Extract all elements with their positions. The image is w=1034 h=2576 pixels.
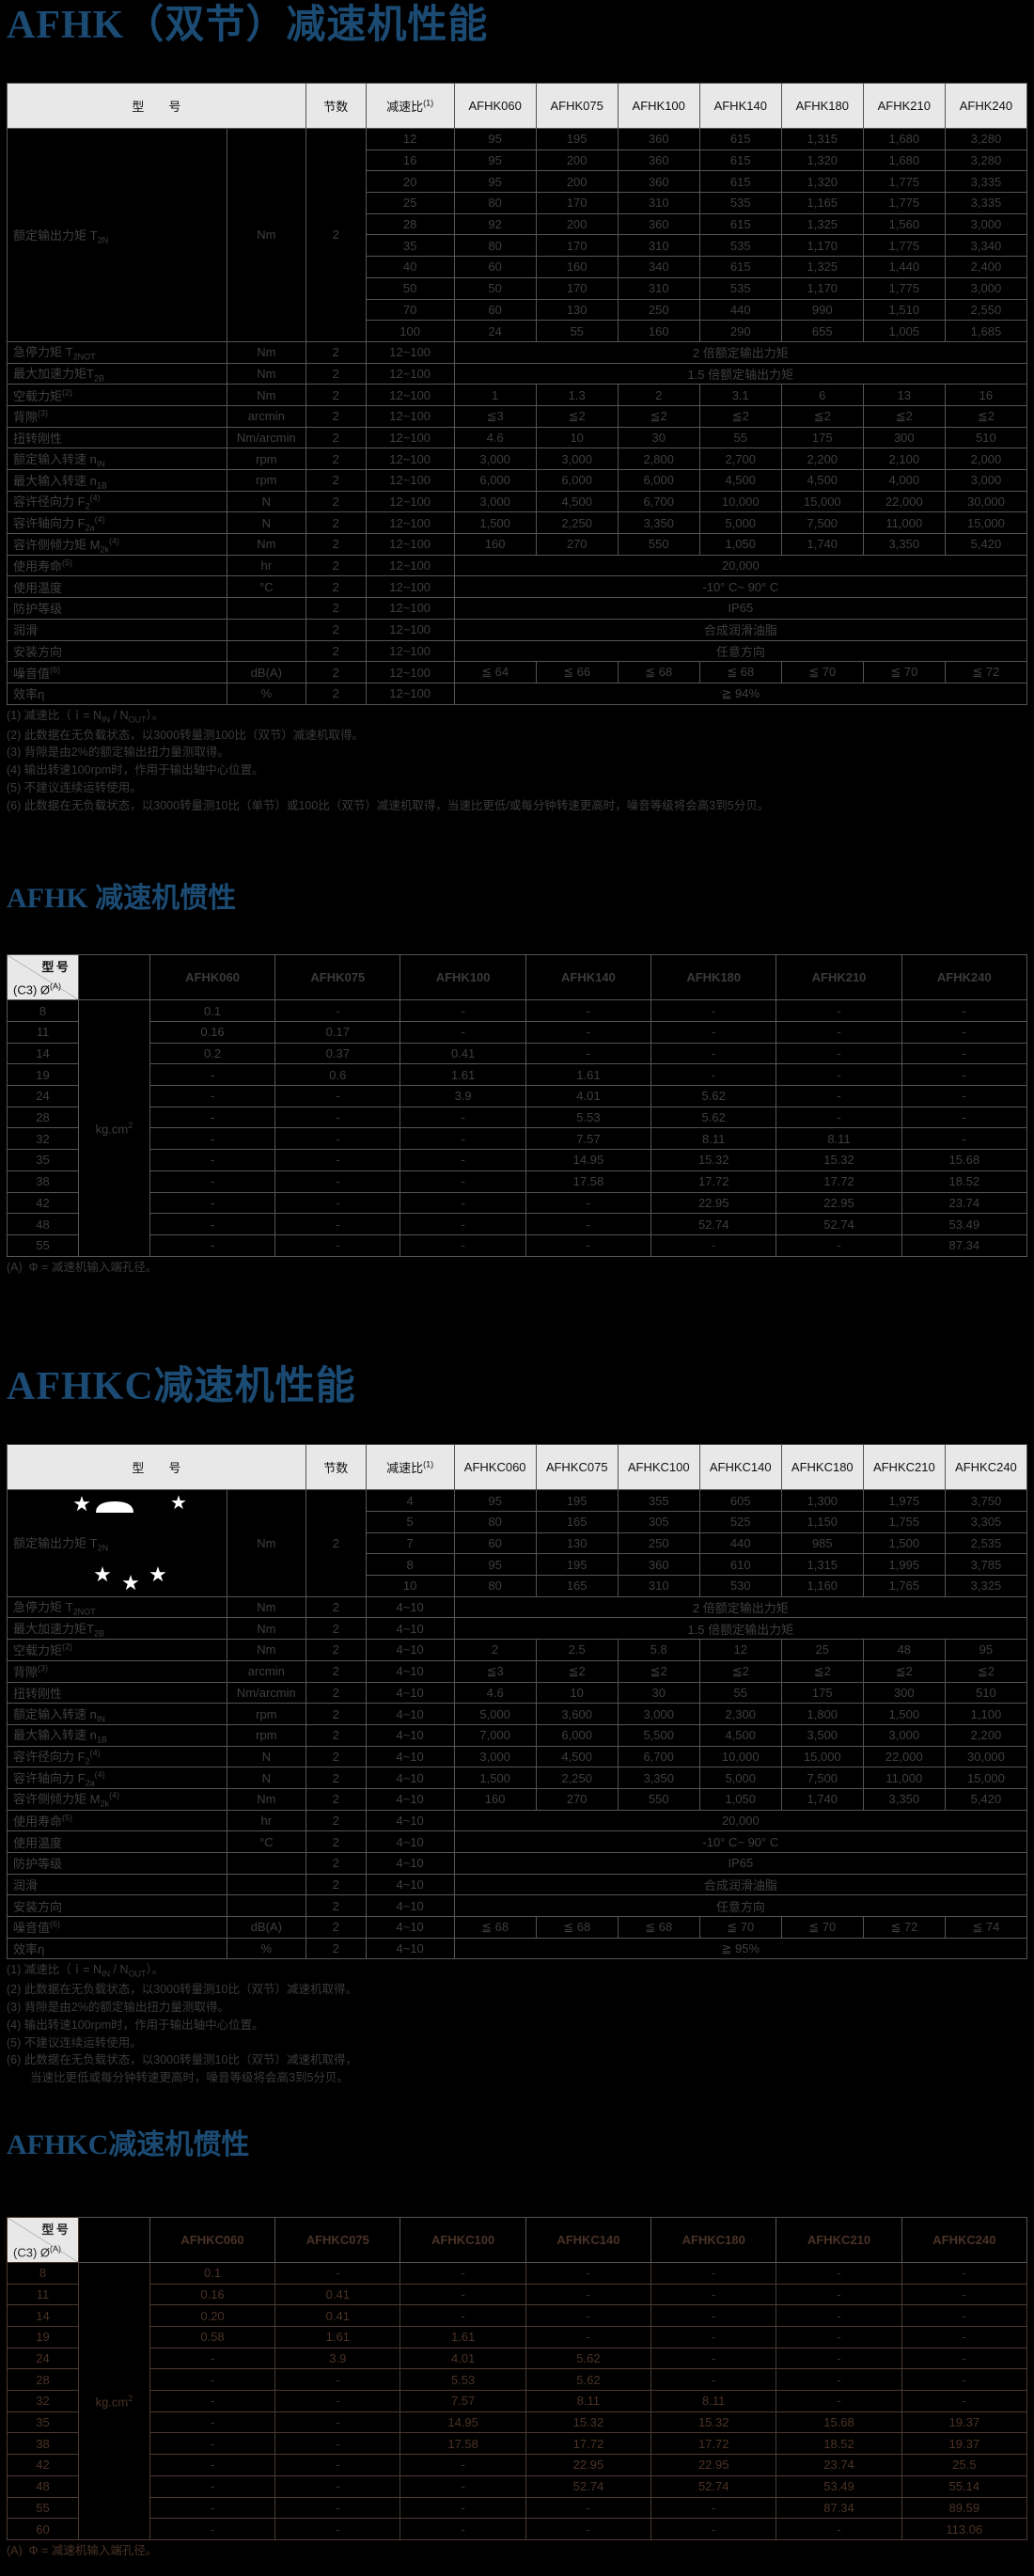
svg-text:★: ★	[149, 1563, 167, 1586]
svg-text:★: ★	[121, 1571, 140, 1594]
svg-text:★: ★	[170, 1493, 187, 1514]
svg-text:★: ★	[93, 1563, 112, 1586]
svg-text:★: ★	[72, 1492, 91, 1516]
